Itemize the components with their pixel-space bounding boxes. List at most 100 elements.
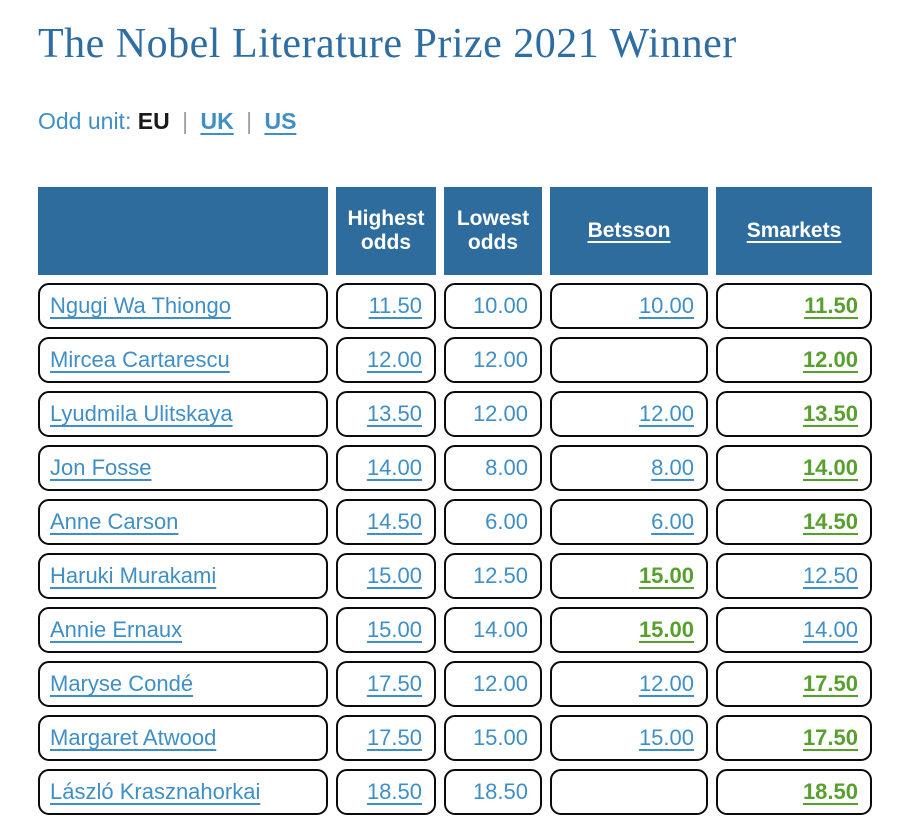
entrant-cell: Ngugi Wa Thiongo: [38, 283, 328, 330]
highest-odds-cell: 13.50: [336, 391, 436, 438]
entrant-link[interactable]: Margaret Atwood: [50, 725, 217, 751]
betsson-odds-link[interactable]: 8.00: [651, 455, 694, 481]
lowest-odds-value: 18.50: [472, 779, 528, 805]
smarkets-odds-link[interactable]: 11.50: [804, 293, 858, 319]
smarkets-odds-link[interactable]: 14.00: [802, 617, 858, 643]
betsson-odds-cell: [550, 337, 708, 384]
page-title: The Nobel Literature Prize 2021 Winner: [38, 21, 737, 67]
lowest-odds-value: 12.50: [472, 563, 528, 589]
highest-odds-cell: 17.50: [336, 715, 436, 762]
table-row: Annie Ernaux 15.00 14.00 15.00 14.00: [38, 607, 872, 654]
smarkets-odds-cell: 13.50: [716, 391, 872, 438]
highest-odds-cell: 11.50: [336, 283, 436, 330]
entrant-cell: László Krasznahorkai: [38, 769, 328, 816]
table-row: Ngugi Wa Thiongo 11.50 10.00 10.00 11.50: [38, 283, 872, 330]
lowest-odds-value: 10.00: [472, 293, 528, 319]
lowest-odds-value: 12.00: [472, 671, 528, 697]
highest-odds-link[interactable]: 15.00: [366, 563, 422, 589]
highest-odds-link[interactable]: 11.50: [368, 293, 422, 319]
betsson-odds-cell: 15.00: [550, 607, 708, 654]
lowest-odds-value: 14.00: [472, 617, 528, 643]
entrant-link[interactable]: Maryse Condé: [50, 671, 194, 697]
lowest-odds-cell: 6.00: [444, 499, 542, 546]
highest-odds-link[interactable]: 17.50: [366, 725, 422, 751]
entrant-cell: Jon Fosse: [38, 445, 328, 492]
lowest-odds-value: 15.00: [472, 725, 528, 751]
betsson-bookmaker-link[interactable]: Betsson: [587, 219, 671, 243]
highest-odds-link[interactable]: 15.00: [366, 617, 422, 643]
smarkets-odds-link[interactable]: 18.50: [802, 779, 858, 805]
odd-unit-option-us[interactable]: US: [264, 108, 297, 135]
table-row: Haruki Murakami 15.00 12.50 15.00 12.50: [38, 553, 872, 600]
betsson-odds-link[interactable]: 12.00: [638, 671, 694, 697]
highest-odds-link[interactable]: 12.00: [366, 347, 422, 373]
smarkets-odds-link[interactable]: 17.50: [802, 671, 858, 697]
smarkets-odds-cell: 17.50: [716, 661, 872, 708]
table-row: Maryse Condé 17.50 12.00 12.00 17.50: [38, 661, 872, 708]
odd-unit-option-uk[interactable]: UK: [200, 108, 234, 135]
betsson-odds-link[interactable]: 15.00: [638, 617, 694, 643]
smarkets-odds-cell: 17.50: [716, 715, 872, 762]
highest-odds-link[interactable]: 18.50: [366, 779, 422, 805]
betsson-odds-link[interactable]: 15.00: [638, 563, 694, 589]
column-header-entrant: [38, 187, 328, 276]
betsson-odds-cell: 15.00: [550, 553, 708, 600]
smarkets-odds-link[interactable]: 13.50: [802, 401, 858, 427]
odd-unit-option-eu: EU: [137, 108, 170, 135]
table-row: Margaret Atwood 17.50 15.00 15.00 17.50: [38, 715, 872, 762]
odds-table: Highest odds Lowest odds Betsson Smarket…: [30, 179, 880, 823]
lowest-odds-value: 12.00: [472, 401, 528, 427]
entrant-link[interactable]: Annie Ernaux: [50, 617, 183, 643]
lowest-odds-cell: 12.00: [444, 337, 542, 384]
highest-odds-cell: 15.00: [336, 553, 436, 600]
lowest-odds-value: 6.00: [485, 509, 528, 535]
entrant-link[interactable]: Haruki Murakami: [50, 563, 217, 589]
smarkets-odds-cell: 12.00: [716, 337, 872, 384]
highest-odds-cell: 14.00: [336, 445, 436, 492]
entrant-link[interactable]: Mircea Cartarescu: [50, 347, 230, 373]
highest-odds-cell: 15.00: [336, 607, 436, 654]
highest-odds-link[interactable]: 14.00: [366, 455, 422, 481]
betsson-odds-link[interactable]: 15.00: [638, 725, 694, 751]
table-header-row: Highest odds Lowest odds Betsson Smarket…: [38, 187, 872, 276]
lowest-odds-cell: 12.00: [444, 391, 542, 438]
odd-unit-separator: |: [246, 108, 253, 135]
smarkets-odds-link[interactable]: 14.00: [802, 455, 858, 481]
lowest-odds-cell: 12.00: [444, 661, 542, 708]
lowest-odds-value: 8.00: [485, 455, 528, 481]
smarkets-odds-link[interactable]: 12.50: [802, 563, 858, 589]
entrant-link[interactable]: Ngugi Wa Thiongo: [50, 293, 231, 319]
betsson-odds-link[interactable]: 12.00: [638, 401, 694, 427]
smarkets-bookmaker-link[interactable]: Smarkets: [746, 219, 842, 243]
highest-odds-link[interactable]: 14.50: [366, 509, 422, 535]
betsson-odds-link[interactable]: 6.00: [651, 509, 694, 535]
entrant-cell: Mircea Cartarescu: [38, 337, 328, 384]
lowest-odds-cell: 14.00: [444, 607, 542, 654]
highest-odds-link[interactable]: 17.50: [366, 671, 422, 697]
odd-unit-separator: |: [182, 108, 189, 135]
betsson-odds-link[interactable]: 10.00: [638, 293, 694, 319]
betsson-odds-cell: 12.00: [550, 391, 708, 438]
entrant-link[interactable]: László Krasznahorkai: [50, 779, 261, 805]
smarkets-odds-link[interactable]: 12.00: [802, 347, 858, 373]
entrant-link[interactable]: Jon Fosse: [50, 455, 152, 481]
table-row: László Krasznahorkai 18.50 18.50 18.50: [38, 769, 872, 816]
odd-unit-label: Odd unit:: [38, 108, 132, 135]
betsson-odds-cell: 6.00: [550, 499, 708, 546]
lowest-odds-cell: 8.00: [444, 445, 542, 492]
highest-odds-cell: 17.50: [336, 661, 436, 708]
smarkets-odds-cell: 14.50: [716, 499, 872, 546]
lowest-odds-cell: 12.50: [444, 553, 542, 600]
lowest-odds-cell: 18.50: [444, 769, 542, 816]
table-row: Anne Carson 14.50 6.00 6.00 14.50: [38, 499, 872, 546]
entrant-link[interactable]: Lyudmila Ulitskaya: [50, 401, 233, 427]
smarkets-odds-link[interactable]: 17.50: [802, 725, 858, 751]
smarkets-odds-link[interactable]: 14.50: [802, 509, 858, 535]
highest-odds-link[interactable]: 13.50: [366, 401, 422, 427]
column-header-betsson: Betsson: [550, 187, 708, 276]
lowest-odds-cell: 15.00: [444, 715, 542, 762]
entrant-cell: Lyudmila Ulitskaya: [38, 391, 328, 438]
entrant-link[interactable]: Anne Carson: [50, 509, 179, 535]
table-row: Mircea Cartarescu 12.00 12.00 12.00: [38, 337, 872, 384]
